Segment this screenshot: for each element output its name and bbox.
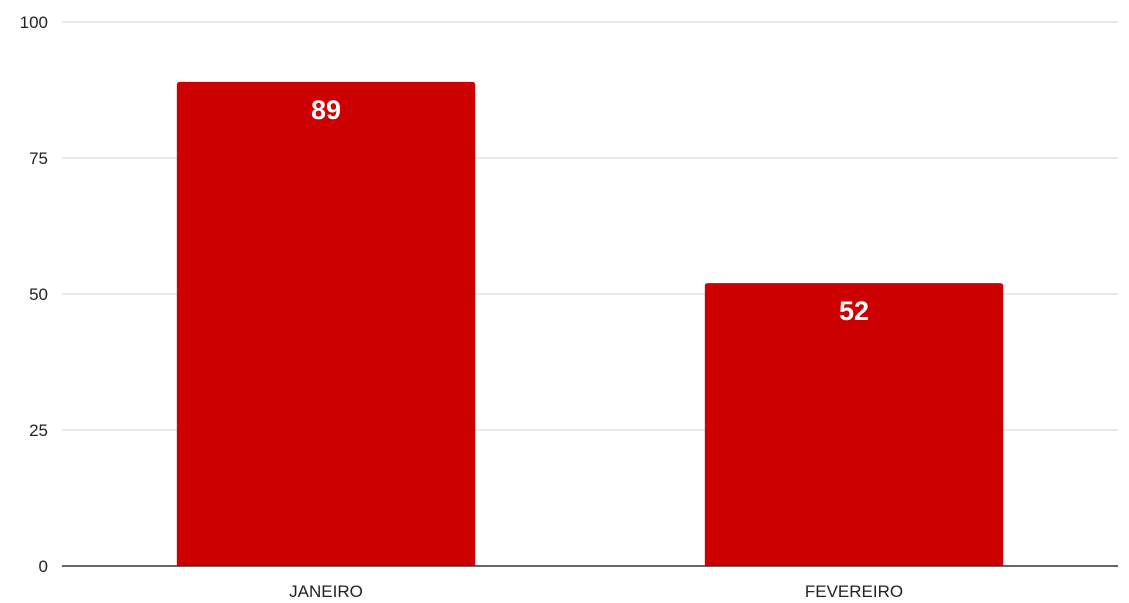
y-tick-label: 50 <box>29 285 48 304</box>
data-labels: 89 52 <box>311 95 869 326</box>
y-axis-ticks: 0 25 50 75 100 <box>20 13 48 576</box>
bar-data-label: 89 <box>311 95 341 125</box>
y-tick-label: 75 <box>29 149 48 168</box>
bar <box>704 283 1004 566</box>
x-category-label: JANEIRO <box>289 582 363 601</box>
y-tick-label: 0 <box>39 557 48 576</box>
x-axis-categories: JANEIRO FEVEREIRO <box>289 582 903 601</box>
x-category-label: FEVEREIRO <box>805 582 903 601</box>
y-tick-label: 25 <box>29 421 48 440</box>
bars <box>176 81 1004 566</box>
bar <box>176 81 476 566</box>
y-tick-label: 100 <box>20 13 48 32</box>
bar-data-label: 52 <box>839 296 869 326</box>
